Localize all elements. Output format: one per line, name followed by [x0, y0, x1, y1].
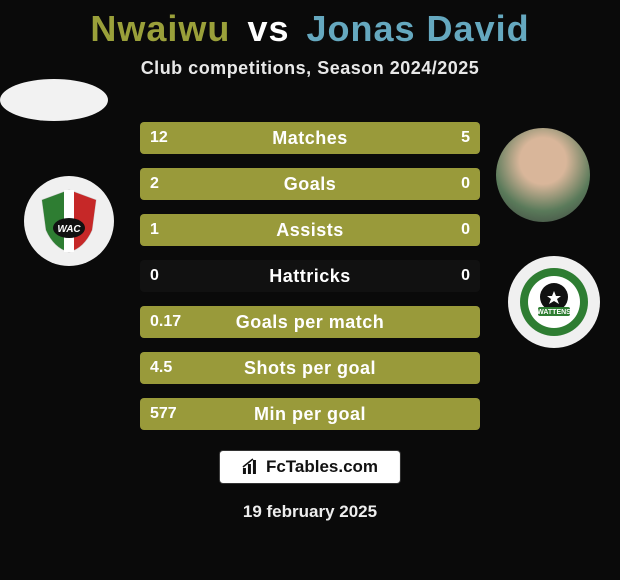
stat-value-left: 577: [150, 398, 177, 430]
stat-value-left: 1: [150, 214, 159, 246]
stat-label: Goals: [140, 168, 480, 200]
club-right-badge: WATTENS: [508, 256, 600, 348]
svg-text:WATTENS: WATTENS: [537, 309, 571, 316]
wac-shield-icon: WAC: [34, 186, 104, 256]
stats-bars: 125Matches20Goals10Assists00Hattricks0.1…: [140, 122, 480, 444]
stat-value-right: 0: [461, 214, 470, 246]
footer-date: 19 february 2025: [0, 502, 620, 522]
stat-label: Shots per goal: [140, 352, 480, 384]
stat-row: 577Min per goal: [140, 398, 480, 430]
player-left-name: Nwaiwu: [90, 8, 230, 49]
stat-value-left: 4.5: [150, 352, 172, 384]
stat-value-right: 5: [461, 122, 470, 154]
stat-label: Hattricks: [140, 260, 480, 292]
stat-label: Matches: [140, 122, 480, 154]
vs-text: vs: [247, 8, 289, 49]
stat-value-left: 2: [150, 168, 159, 200]
stat-row: 1 0Assists: [140, 214, 480, 246]
footer-site-badge[interactable]: FcTables.com: [219, 450, 401, 484]
stat-row: 4.5Shots per goal: [140, 352, 480, 384]
player-right-avatar: [496, 128, 590, 222]
player-left-avatar: [0, 79, 108, 121]
chart-icon: [242, 458, 260, 476]
stat-label: Assists: [140, 214, 480, 246]
subtitle: Club competitions, Season 2024/2025: [0, 58, 620, 79]
stat-value-right: 0: [461, 168, 470, 200]
stat-row: 0 0Hattricks: [140, 260, 480, 292]
svg-text:WAC: WAC: [57, 224, 81, 235]
stat-row: 2 0Goals: [140, 168, 480, 200]
player-right-name: Jonas David: [307, 8, 530, 49]
stat-label: Goals per match: [140, 306, 480, 338]
footer-site-label: FcTables.com: [266, 457, 378, 477]
stat-row: 12 5Matches: [140, 122, 480, 154]
stat-value-left: 12: [150, 122, 168, 154]
stat-row: 0.17Goals per match: [140, 306, 480, 338]
stat-value-right: 0: [461, 260, 470, 292]
wsg-badge-icon: WATTENS: [515, 263, 593, 341]
club-left-badge: WAC: [24, 176, 114, 266]
stat-value-left: 0.17: [150, 306, 181, 338]
stat-value-left: 0: [150, 260, 159, 292]
page-title: Nwaiwu vs Jonas David: [0, 0, 620, 50]
stat-label: Min per goal: [140, 398, 480, 430]
